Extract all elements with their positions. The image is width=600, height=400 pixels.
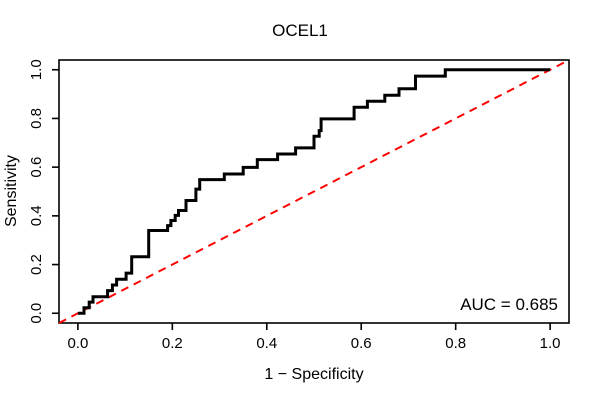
x-tick-label: 1.0 <box>540 335 561 352</box>
y-tick-label: 0.6 <box>28 157 45 178</box>
y-axis: 0.0 0.2 0.4 0.6 0.8 1.0 <box>28 59 59 324</box>
x-axis: 0.0 0.2 0.4 0.6 0.8 1.0 <box>67 323 561 352</box>
x-axis-label: 1 − Specificity <box>264 366 363 383</box>
y-tick-label: 0.0 <box>28 303 45 324</box>
x-tick-label: 0.8 <box>445 335 466 352</box>
chart-title: OCEL1 <box>272 21 328 40</box>
plot-box <box>58 59 570 324</box>
x-tick-label: 0.4 <box>256 335 277 352</box>
auc-annotation: AUC = 0.685 <box>460 295 558 314</box>
roc-curve-line <box>77 68 551 315</box>
y-tick-label: 0.4 <box>28 205 45 226</box>
x-tick-label: 0.0 <box>67 335 88 352</box>
y-tick-label: 0.8 <box>28 108 45 129</box>
x-tick-label: 0.6 <box>351 335 372 352</box>
x-tick-label: 0.2 <box>162 335 183 352</box>
chance-diagonal-line <box>58 59 570 324</box>
y-axis-label: Sensitivity <box>3 155 20 227</box>
y-tick-label: 1.0 <box>28 59 45 80</box>
y-tick-label: 0.2 <box>28 254 45 275</box>
